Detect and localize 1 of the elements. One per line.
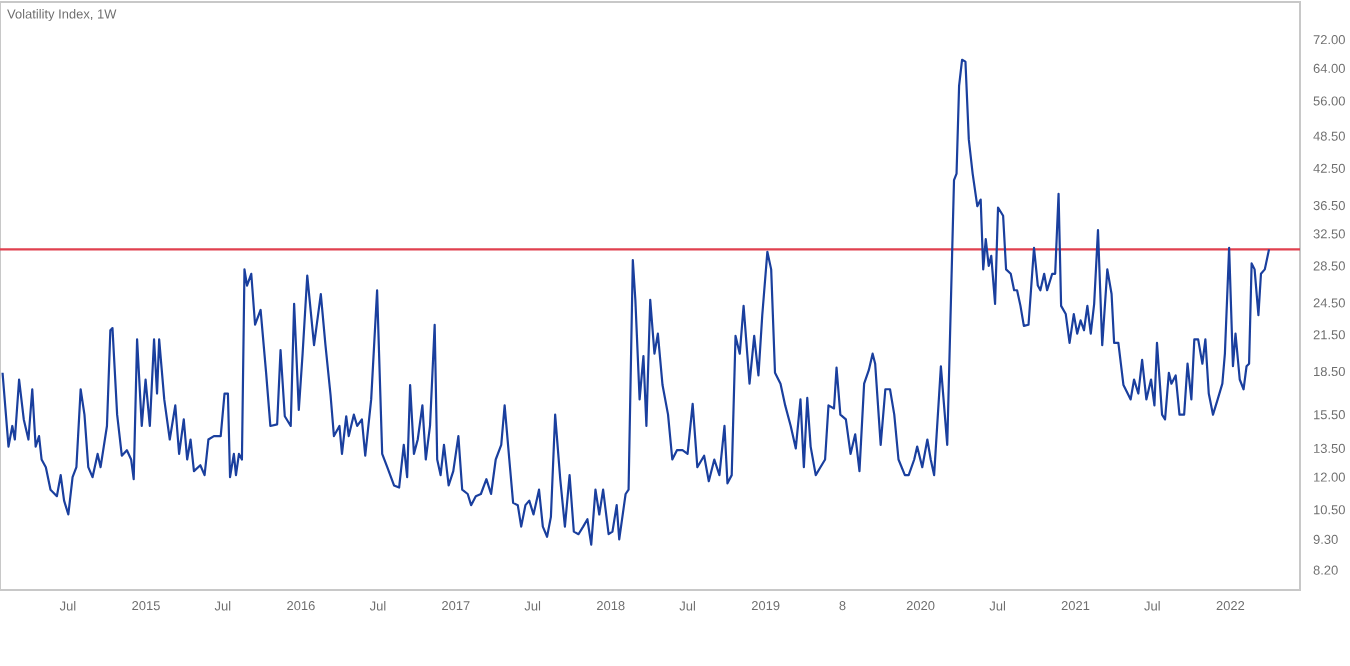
line-series [1,58,1271,546]
